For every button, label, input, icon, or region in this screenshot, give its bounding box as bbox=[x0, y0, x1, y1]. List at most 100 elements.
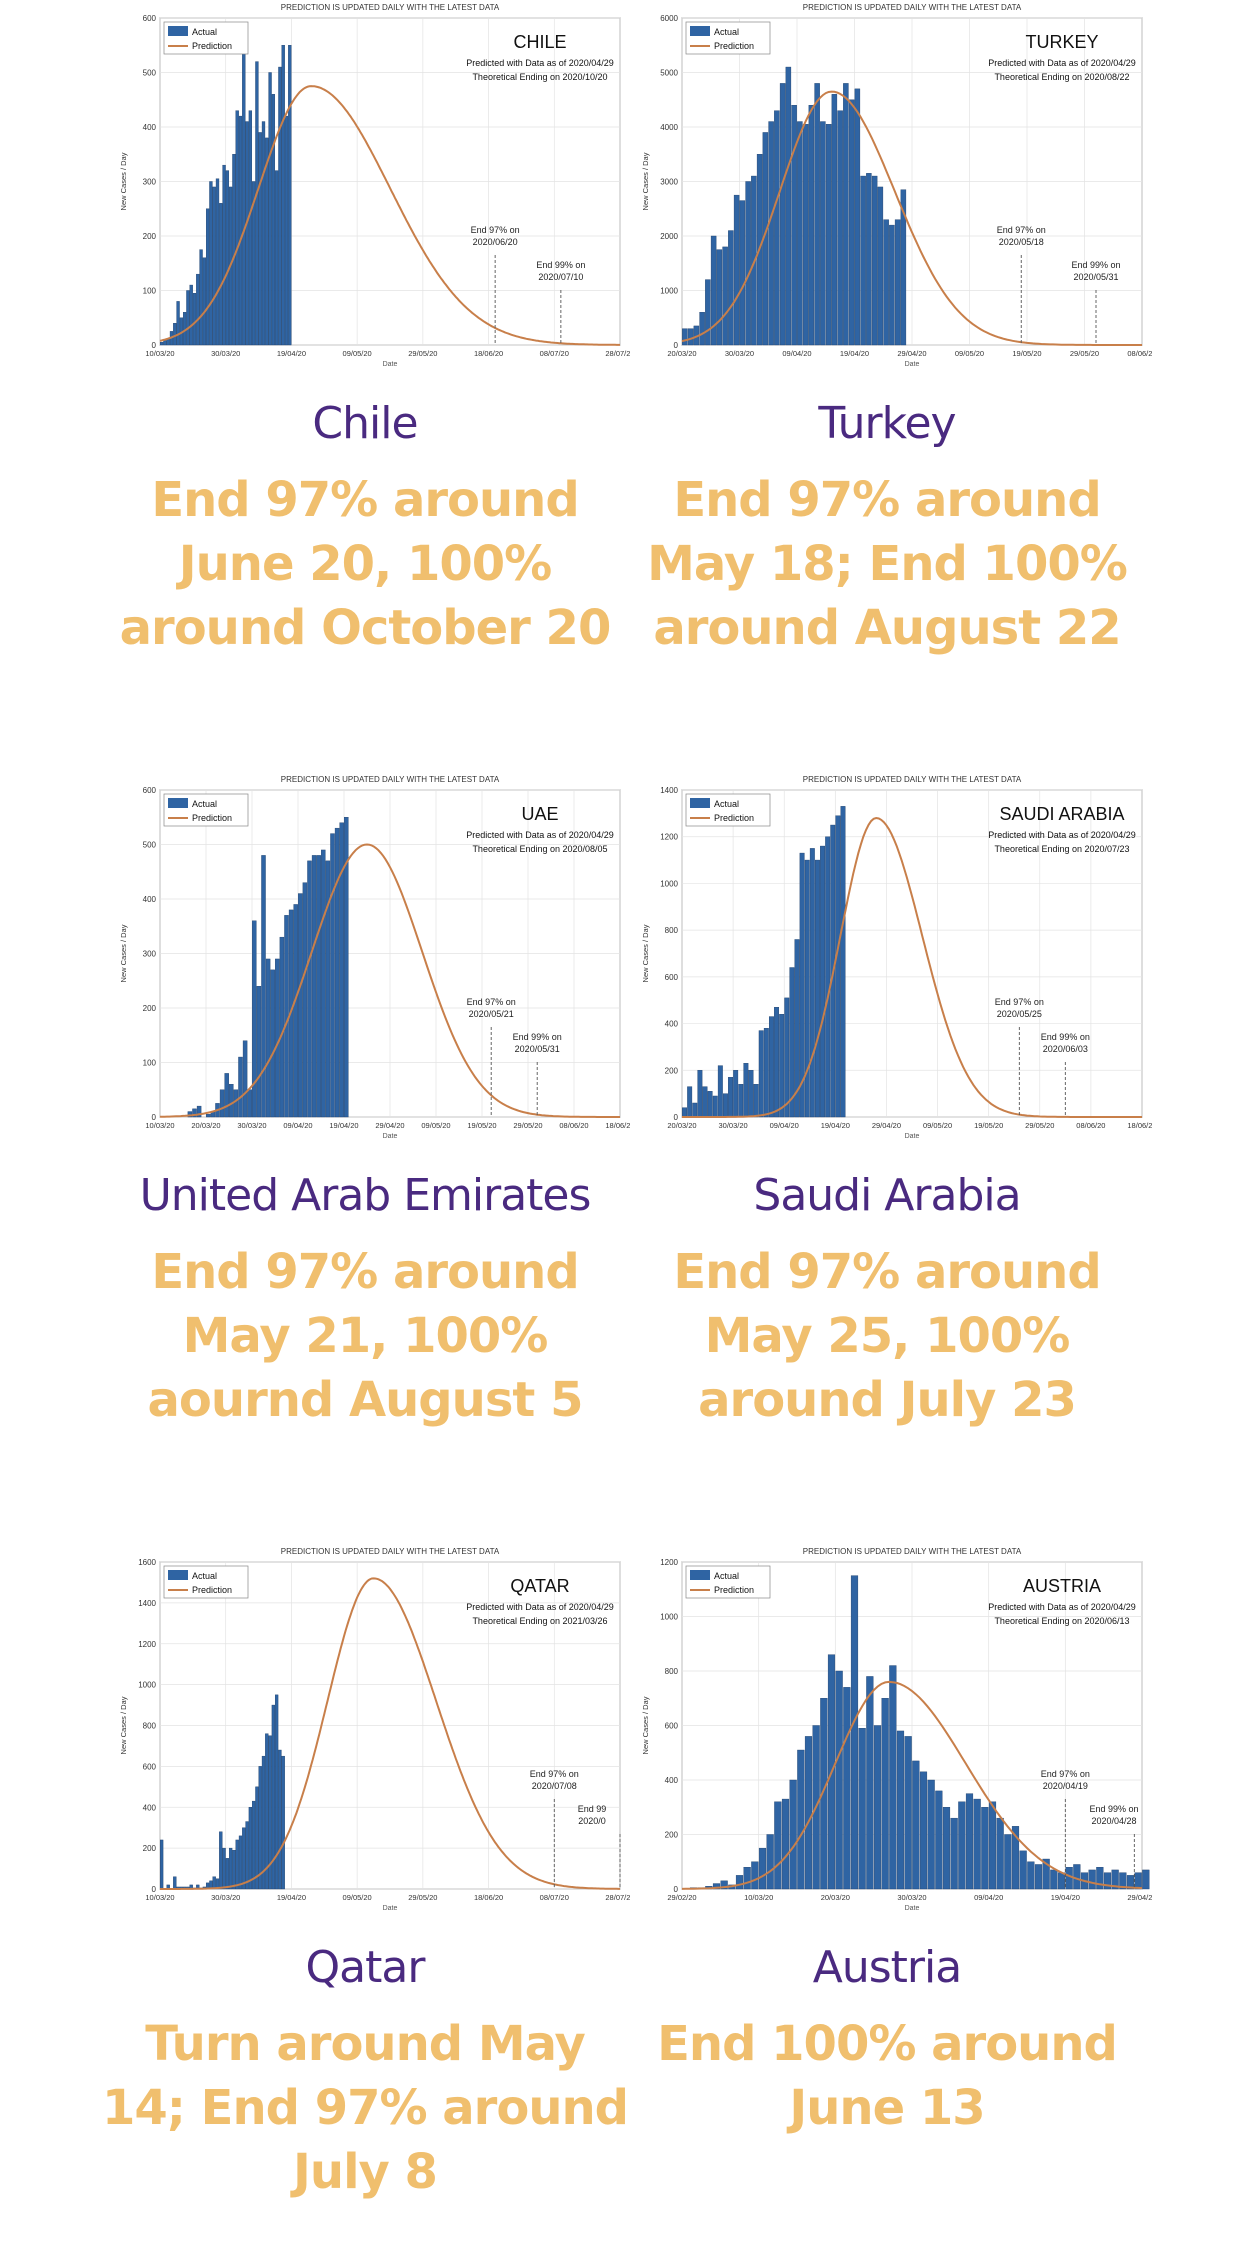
bar bbox=[866, 173, 872, 346]
bar bbox=[722, 1093, 728, 1118]
bar bbox=[831, 94, 838, 346]
end-marker-date: 2020/04/28 bbox=[1091, 1816, 1136, 1826]
y-tick-label: 1200 bbox=[660, 833, 678, 842]
x-tick-label: 20/03/20 bbox=[191, 1121, 220, 1130]
bar bbox=[1034, 1864, 1043, 1890]
chart-title: CHILE bbox=[513, 32, 566, 52]
bar bbox=[270, 969, 275, 1118]
bar bbox=[738, 1084, 744, 1118]
prediction-summary: End 100% around June 13 bbox=[657, 2016, 1118, 2136]
bar bbox=[176, 301, 180, 346]
bar bbox=[330, 833, 335, 1118]
bar bbox=[751, 1861, 759, 1890]
bar bbox=[1027, 1861, 1035, 1890]
legend-swatch-actual bbox=[690, 26, 710, 36]
y-axis-label: New Cases / Day bbox=[641, 152, 650, 210]
bar bbox=[232, 1849, 236, 1890]
chart-info-line: Theoretical Ending on 2020/07/23 bbox=[994, 844, 1129, 854]
chart-title: UAE bbox=[521, 804, 558, 824]
bar bbox=[233, 1089, 239, 1118]
bar bbox=[699, 312, 705, 346]
bar bbox=[702, 1086, 708, 1118]
bar bbox=[238, 1835, 243, 1890]
x-tick-label: 19/05/20 bbox=[467, 1121, 496, 1130]
bar bbox=[774, 110, 780, 346]
y-tick-label: 800 bbox=[665, 1667, 679, 1676]
legend-label-actual: Actual bbox=[192, 799, 217, 809]
legend-label-actual: Actual bbox=[714, 27, 739, 37]
bar bbox=[804, 859, 810, 1118]
bar bbox=[894, 219, 901, 346]
bar bbox=[242, 1827, 246, 1890]
chart-title: TURKEY bbox=[1025, 32, 1098, 52]
y-tick-label: 500 bbox=[143, 841, 157, 850]
bar bbox=[820, 1698, 828, 1890]
bar bbox=[196, 273, 200, 346]
end-marker-label: End 99% on bbox=[513, 1032, 562, 1042]
bar bbox=[883, 219, 889, 346]
chart-info-line: Theoretical Ending on 2021/03/26 bbox=[472, 1616, 607, 1626]
bar bbox=[1096, 1867, 1104, 1890]
bar bbox=[252, 920, 257, 1118]
x-tick-label: 10/03/20 bbox=[145, 349, 174, 358]
x-tick-label: 29/04/20 bbox=[897, 349, 926, 358]
y-tick-label: 0 bbox=[152, 1885, 157, 1894]
legend-swatch-actual bbox=[690, 798, 710, 808]
bar bbox=[753, 1084, 759, 1118]
x-tick-label: 30/03/20 bbox=[211, 1893, 240, 1902]
bar bbox=[258, 1766, 262, 1890]
bar bbox=[789, 1779, 797, 1890]
bar bbox=[808, 104, 815, 346]
y-tick-label: 300 bbox=[143, 950, 157, 959]
x-tick-label: 29/04/20 bbox=[1127, 1893, 1152, 1902]
bar bbox=[1134, 1872, 1142, 1890]
end-marker-date: 2020/05/21 bbox=[469, 1009, 514, 1019]
bar bbox=[224, 1073, 229, 1118]
y-tick-label: 0 bbox=[152, 1113, 157, 1122]
chart-title: QATAR bbox=[510, 1576, 569, 1596]
x-tick-label: 29/04/20 bbox=[872, 1121, 901, 1130]
bar bbox=[687, 328, 694, 346]
chart-header-text: PREDICTION IS UPDATED DAILY WITH THE LAT… bbox=[803, 775, 1022, 784]
bar bbox=[268, 1735, 272, 1890]
bar bbox=[219, 1831, 223, 1890]
bar bbox=[1050, 1869, 1058, 1890]
bar bbox=[235, 1839, 239, 1890]
end-marker-date: 2020/05/31 bbox=[515, 1044, 560, 1054]
bar bbox=[316, 855, 321, 1118]
bar bbox=[748, 1070, 754, 1118]
bar bbox=[238, 1056, 243, 1118]
bar bbox=[858, 1728, 866, 1890]
x-tick-label: 30/03/20 bbox=[725, 349, 754, 358]
bar bbox=[242, 1040, 248, 1118]
bar bbox=[712, 1095, 718, 1118]
chart-header-text: PREDICTION IS UPDATED DAILY WITH THE LAT… bbox=[803, 3, 1022, 12]
x-tick-label: 29/04/20 bbox=[375, 1121, 404, 1130]
x-tick-label: 29/02/20 bbox=[667, 1893, 696, 1902]
y-tick-label: 5000 bbox=[660, 69, 678, 78]
bar bbox=[877, 186, 884, 346]
x-tick-label: 19/04/20 bbox=[1051, 1893, 1080, 1902]
legend-label-prediction: Prediction bbox=[192, 41, 232, 51]
bar bbox=[219, 1089, 225, 1118]
x-tick-label: 19/04/20 bbox=[277, 349, 306, 358]
end-marker-label: End 99% on bbox=[1089, 1804, 1138, 1814]
x-tick-label: 09/04/20 bbox=[283, 1121, 312, 1130]
x-tick-label: 09/04/20 bbox=[782, 349, 811, 358]
end-marker-date: 2020/07/10 bbox=[538, 272, 583, 282]
bar bbox=[334, 827, 340, 1118]
y-tick-label: 1400 bbox=[138, 1599, 156, 1608]
end-marker-date: 2020/05/18 bbox=[999, 237, 1044, 247]
y-tick-label: 300 bbox=[143, 178, 157, 187]
legend-swatch-actual bbox=[168, 1570, 188, 1580]
prediction-summary: End 97% around May 18; End 100% around A… bbox=[647, 472, 1128, 656]
y-tick-label: 400 bbox=[143, 123, 157, 132]
y-tick-label: 200 bbox=[143, 1844, 157, 1853]
bar bbox=[739, 200, 746, 346]
x-tick-label: 29/05/20 bbox=[1025, 1121, 1054, 1130]
chart-title: SAUDI ARABIA bbox=[999, 804, 1124, 824]
bar bbox=[325, 860, 331, 1118]
bar bbox=[192, 1108, 197, 1118]
country-name: Chile bbox=[312, 398, 418, 449]
bar bbox=[321, 849, 326, 1118]
